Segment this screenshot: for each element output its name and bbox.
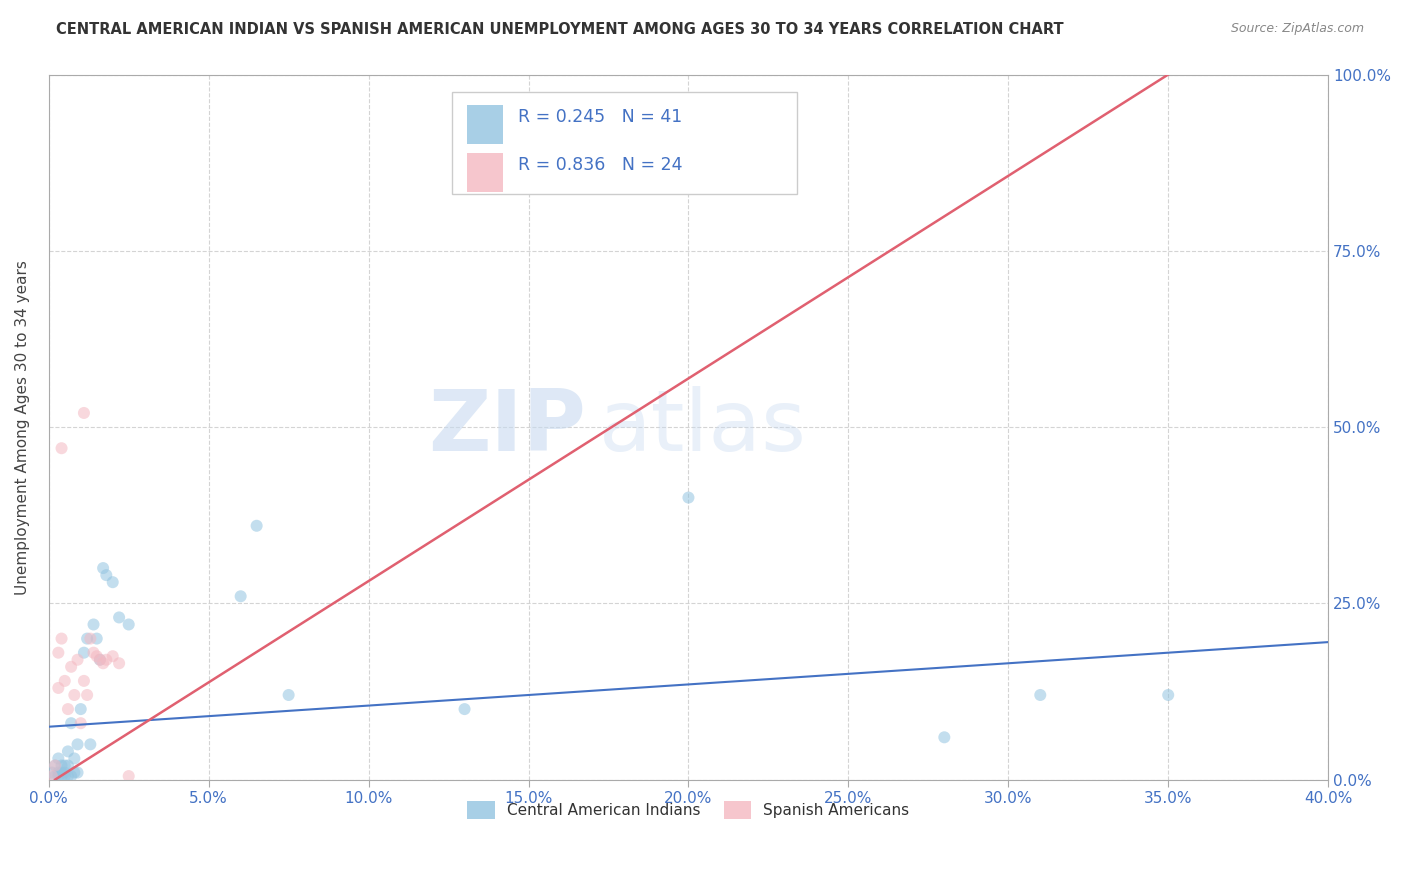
Point [53,673,76,688]
Point [66,653,89,667]
Point [83,646,105,660]
Bar [467,153,503,192]
Point [453,702,475,716]
Point [108,610,131,624]
Point [44,769,66,783]
Bar [467,105,503,144]
Point [73,406,96,420]
Text: CENTRAL AMERICAN INDIAN VS SPANISH AMERICAN UNEMPLOYMENT AMONG AGES 30 TO 34 YEA: CENTRAL AMERICAN INDIAN VS SPANISH AMERI… [56,22,1064,37]
Point [101,575,124,590]
Point [76,632,98,646]
Point [51,758,73,772]
Text: atlas: atlas [599,385,807,468]
Point [1157,688,1180,702]
Text: Source: ZipAtlas.com: Source: ZipAtlas.com [1230,22,1364,36]
Point [96,653,118,667]
Point [60,769,83,783]
Point [934,731,956,745]
Point [79,632,101,646]
Point [79,737,101,751]
Point [53,765,76,780]
Point [51,632,73,646]
Point [69,716,91,731]
Point [46,646,69,660]
Point [46,769,69,783]
Point [56,769,79,783]
Point [51,441,73,455]
Point [108,657,131,671]
Point [678,491,700,505]
Point [69,702,91,716]
Point [46,751,69,765]
Point [118,769,141,783]
Point [41,765,63,780]
Point [56,758,79,772]
Point [83,617,105,632]
Point [229,589,252,603]
Point [86,632,108,646]
Point [53,758,76,772]
Point [89,653,111,667]
Point [63,751,86,765]
Point [91,657,114,671]
Text: ZIP: ZIP [429,385,586,468]
FancyBboxPatch shape [451,92,797,194]
Point [53,769,76,783]
Text: R = 0.836   N = 24: R = 0.836 N = 24 [519,156,683,174]
Point [60,716,83,731]
Point [76,688,98,702]
Point [91,561,114,575]
Point [46,765,69,780]
Point [73,673,96,688]
Point [118,617,141,632]
Point [66,765,89,780]
Point [63,765,86,780]
Point [277,688,299,702]
Point [86,649,108,664]
Point [246,518,269,533]
Point [101,649,124,664]
Point [44,758,66,772]
Text: R = 0.245   N = 41: R = 0.245 N = 41 [519,108,682,127]
Point [73,646,96,660]
Point [89,653,111,667]
Point [56,702,79,716]
Point [51,769,73,783]
Legend: Central American Indians, Spanish Americans: Central American Indians, Spanish Americ… [461,795,915,825]
Point [46,681,69,695]
Point [96,568,118,582]
Point [44,758,66,772]
Y-axis label: Unemployment Among Ages 30 to 34 years: Unemployment Among Ages 30 to 34 years [15,260,30,594]
Point [51,765,73,780]
Point [41,769,63,783]
Point [56,744,79,758]
Point [63,688,86,702]
Point [66,737,89,751]
Point [1029,688,1052,702]
Point [60,660,83,674]
